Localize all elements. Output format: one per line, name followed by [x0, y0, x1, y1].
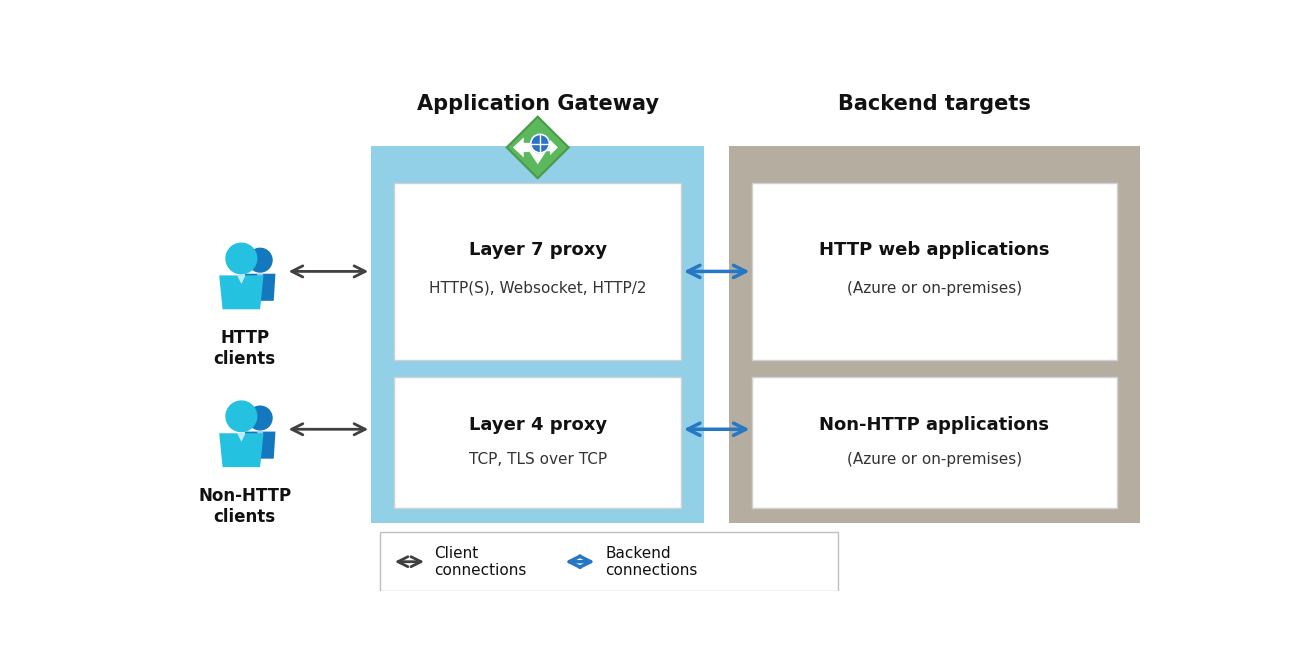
Polygon shape [528, 141, 548, 165]
Text: Backend targets: Backend targets [838, 94, 1031, 114]
Bar [380, 533, 838, 591]
Circle shape [248, 406, 272, 430]
Polygon shape [220, 276, 264, 309]
Polygon shape [237, 434, 246, 442]
Circle shape [531, 134, 549, 153]
Polygon shape [244, 274, 276, 301]
Polygon shape [512, 137, 532, 157]
Text: (Azure or on-premises): (Azure or on-premises) [847, 281, 1022, 296]
Text: Layer 4 proxy: Layer 4 proxy [469, 416, 606, 434]
Bar [371, 146, 704, 523]
Text: Non-HTTP applications: Non-HTTP applications [819, 416, 1050, 434]
Text: Layer 7 proxy: Layer 7 proxy [469, 241, 606, 259]
Text: Backend
connections: Backend connections [605, 546, 698, 578]
Polygon shape [220, 434, 264, 467]
Polygon shape [256, 432, 264, 438]
Text: HTTP web applications: HTTP web applications [819, 241, 1050, 259]
Text: (Azure or on-premises): (Azure or on-premises) [847, 452, 1022, 467]
Text: Non-HTTP
clients: Non-HTTP clients [199, 487, 291, 526]
Text: TCP, TLS over TCP: TCP, TLS over TCP [469, 452, 606, 467]
Bar [395, 183, 681, 360]
Polygon shape [256, 274, 264, 280]
Circle shape [248, 248, 272, 272]
Polygon shape [507, 117, 569, 178]
Text: HTTP
clients: HTTP clients [213, 329, 276, 368]
Bar [729, 146, 1140, 523]
Bar [753, 183, 1116, 360]
Text: Application Gateway: Application Gateway [417, 94, 659, 114]
Circle shape [226, 243, 256, 274]
Circle shape [226, 401, 256, 432]
Polygon shape [237, 276, 246, 284]
Polygon shape [544, 139, 558, 155]
Bar [395, 377, 681, 508]
Bar [753, 377, 1116, 508]
Text: Client
connections: Client connections [435, 546, 527, 578]
Text: HTTP(S), Websocket, HTTP/2: HTTP(S), Websocket, HTTP/2 [429, 281, 647, 296]
Polygon shape [244, 432, 276, 459]
